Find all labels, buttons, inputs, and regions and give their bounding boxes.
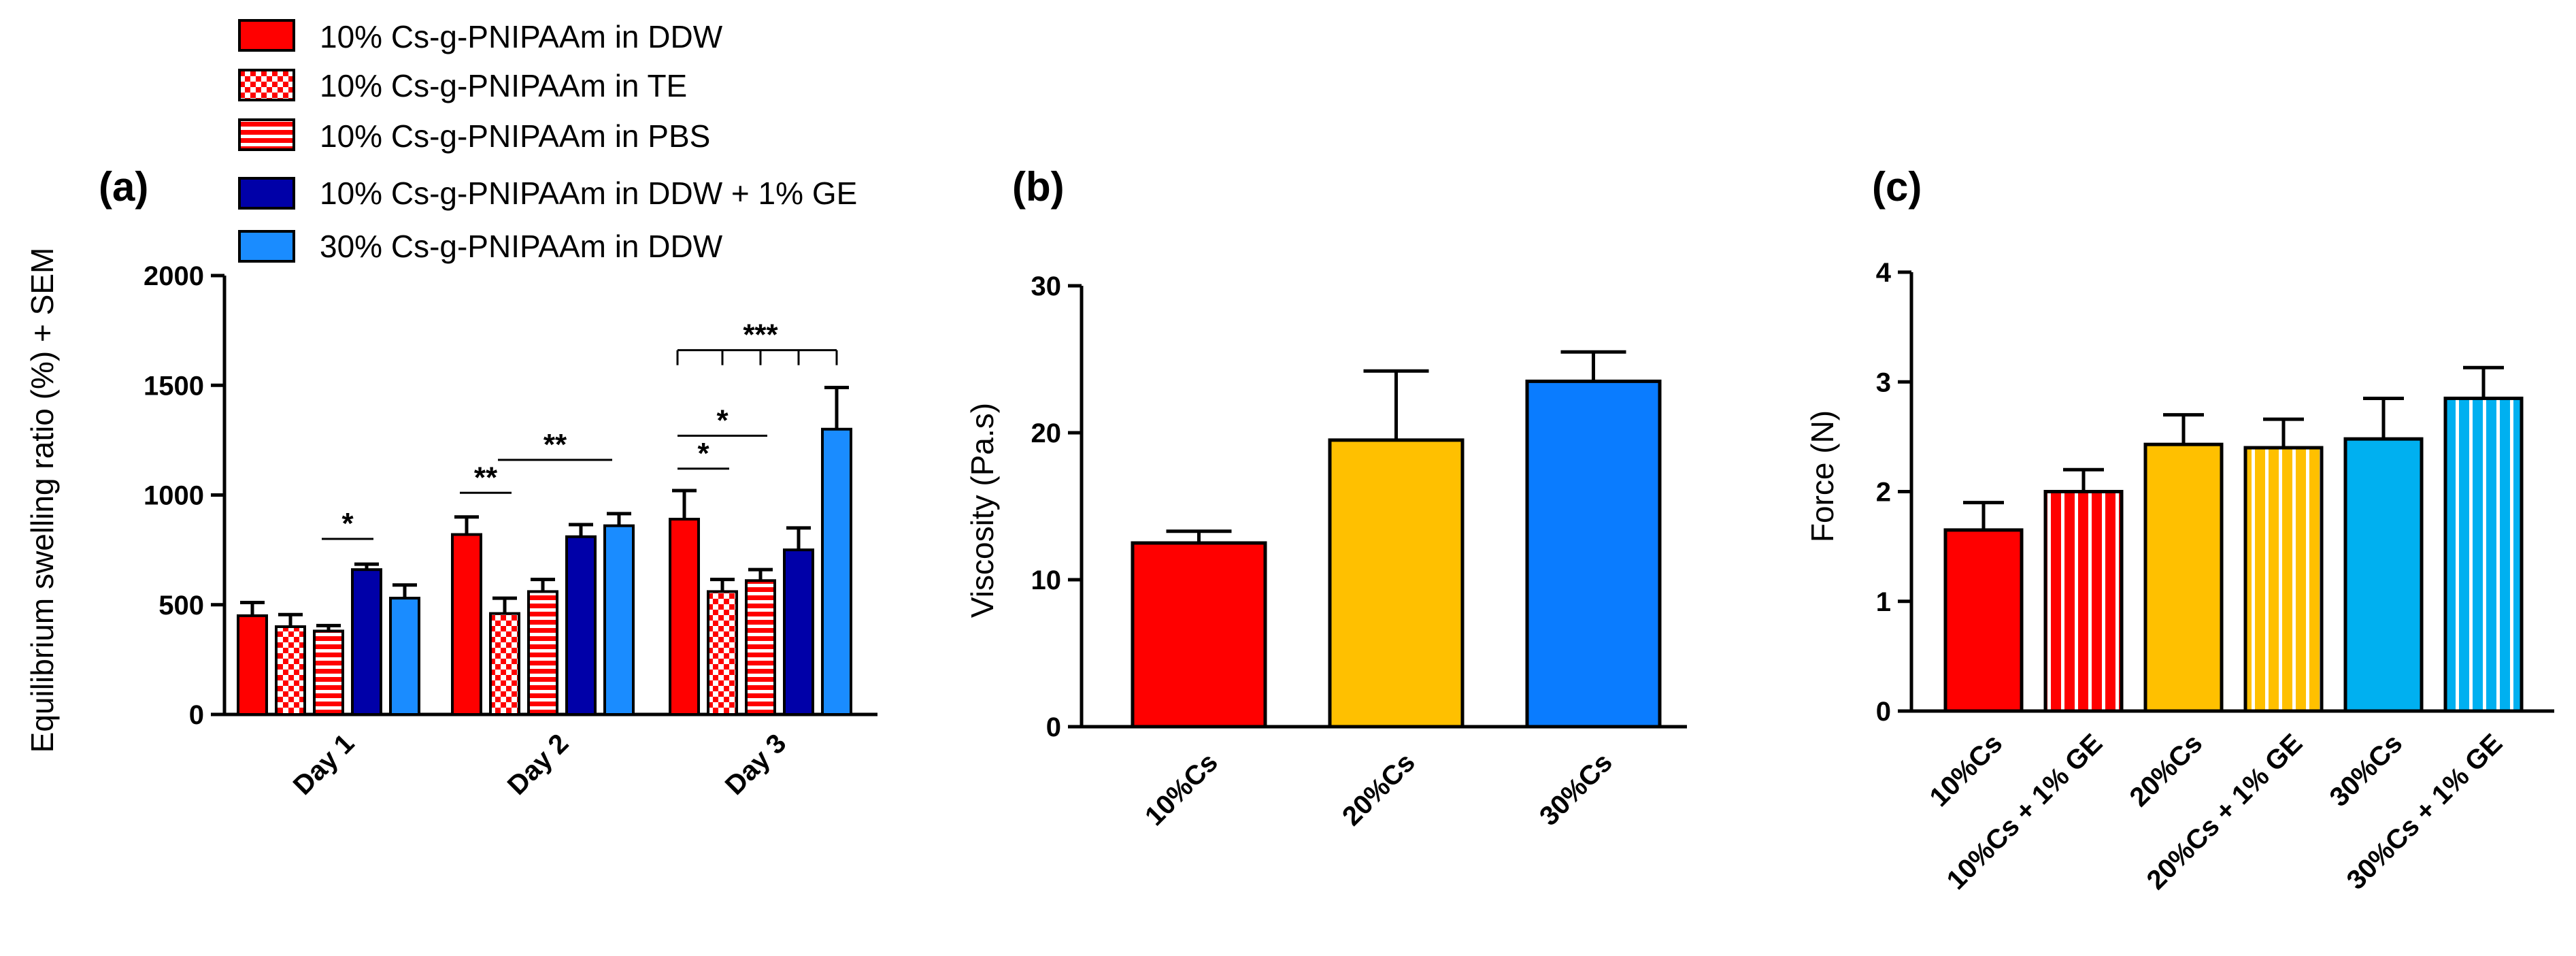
legend-label: 10% Cs-g-PNIPAAm in TE (320, 68, 687, 103)
bar (2243, 446, 2324, 713)
bar (1525, 379, 1662, 729)
x-tick-label: 10%Cs (1924, 728, 2008, 812)
bar (527, 590, 558, 716)
y-tick-label: 3 (1876, 367, 1891, 397)
y-tick-label: 2 (1876, 478, 1891, 508)
legend-swatch (238, 69, 295, 101)
bar (821, 427, 852, 716)
y-tick-label: 0 (1876, 697, 1891, 727)
bar (745, 579, 776, 716)
y-tick-label: 1000 (144, 481, 204, 511)
significance-label: * (341, 507, 354, 540)
y-tick-label: 1500 (144, 371, 204, 401)
legend-swatch (238, 118, 295, 151)
x-tick-label: Day 1 (288, 728, 361, 801)
bar (313, 629, 344, 716)
legend-label: 10% Cs-g-PNIPAAm in DDW + 1% GE (320, 176, 857, 211)
bar (707, 590, 738, 716)
bar (489, 612, 520, 716)
legend-item: 30% Cs-g-PNIPAAm in DDW (238, 229, 723, 264)
x-tick-label: Day 3 (720, 728, 792, 801)
bar (2043, 490, 2124, 713)
bar (389, 597, 420, 716)
legend-item: 10% Cs-g-PNIPAAm in DDW (238, 19, 723, 54)
bar (783, 548, 814, 716)
legend-label: 10% Cs-g-PNIPAAm in PBS (320, 118, 710, 154)
y-tick-label: 4 (1876, 258, 1892, 288)
significance-label: * (716, 403, 729, 437)
legend-swatch (238, 177, 295, 210)
significance-label: * (697, 437, 709, 470)
bar (2143, 442, 2224, 713)
legend-item: 10% Cs-g-PNIPAAm in TE (238, 68, 687, 103)
legend-item: 10% Cs-g-PNIPAAm in DDW + 1% GE (238, 176, 857, 211)
bar (565, 535, 597, 716)
legend-swatch (238, 230, 295, 263)
y-tick-label: 1 (1876, 587, 1891, 617)
x-tick-label: 20%Cs (1337, 747, 1421, 831)
bar (451, 533, 482, 716)
bar (669, 517, 700, 716)
legend-label: 30% Cs-g-PNIPAAm in DDW (320, 229, 723, 264)
y-tick-label: 10 (1031, 565, 1062, 595)
x-tick-label: 20%Cs (2124, 728, 2208, 812)
bar (275, 625, 306, 716)
y-axis-title-b: Viscosity (Pa.s) (965, 403, 1000, 618)
y-tick-label: 0 (1046, 712, 1061, 742)
panel-label-c: (c) (1872, 164, 1922, 210)
bar (2343, 437, 2424, 713)
significance-label: ** (543, 428, 567, 461)
bar (1328, 438, 1465, 729)
y-axis-title-c: Force (N) (1805, 410, 1840, 542)
legend-item: 10% Cs-g-PNIPAAm in PBS (238, 118, 710, 154)
bar (2443, 396, 2524, 713)
plot-b: 0 10 20 30 10%Cs 20%Cs 30%Cs (1031, 271, 1687, 831)
y-tick-label: 500 (158, 591, 204, 621)
bar (1131, 541, 1267, 729)
bar (237, 614, 268, 716)
y-axis-title-a: Equilibrium swelling ratio (%) + SEM (24, 248, 60, 753)
x-tick-label: 30%Cs (2324, 728, 2408, 812)
y-tick-label: 0 (189, 700, 204, 730)
x-tick-label: 10%Cs (1139, 747, 1224, 831)
panel-label-b: (b) (1012, 164, 1065, 210)
bar (1943, 528, 2024, 713)
significance-label: *** (743, 318, 778, 352)
legend-swatch (238, 19, 295, 52)
x-tick-label: Day 2 (502, 728, 575, 801)
bar (351, 568, 382, 716)
y-tick-label: 2000 (144, 261, 204, 291)
significance-label: ** (474, 461, 498, 494)
legend-label: 10% Cs-g-PNIPAAm in DDW (320, 19, 723, 54)
y-tick-label: 20 (1031, 418, 1062, 448)
y-tick-label: 30 (1031, 271, 1062, 301)
x-tick-label: 30%Cs (1534, 747, 1618, 831)
panel-label-a: (a) (99, 164, 148, 210)
legend: 10% Cs-g-PNIPAAm in DDW 10% Cs-g-PNIPAAm… (238, 19, 857, 264)
bar (603, 524, 635, 716)
